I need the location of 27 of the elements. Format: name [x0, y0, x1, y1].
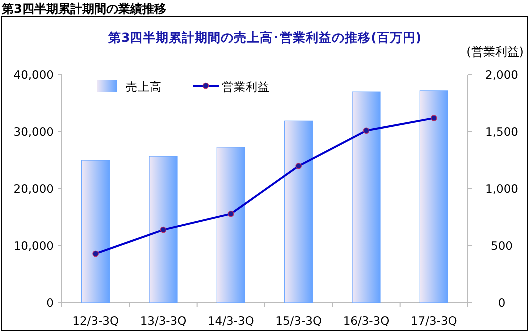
- bar: [352, 92, 381, 304]
- bar: [420, 90, 448, 304]
- x-tick-label: 16/3-3Q: [343, 314, 390, 328]
- y-tick-label: 30,000: [14, 125, 54, 139]
- y-tick-label: 10,000: [14, 239, 54, 253]
- bar: [149, 156, 178, 304]
- y2-tick-label: 0: [498, 296, 506, 310]
- bar: [82, 160, 110, 304]
- legend-label: 売上高: [126, 80, 162, 94]
- x-tick-label: 13/3-3Q: [140, 314, 187, 328]
- legend-label: 営業利益: [222, 80, 270, 94]
- y-tick-label: 40,000: [14, 68, 54, 82]
- y2-tick-label: 1,500: [486, 125, 518, 139]
- x-tick-label: 14/3-3Q: [208, 314, 254, 328]
- y2-tick-label: 500: [491, 239, 513, 253]
- y-tick-label: 20,000: [14, 182, 54, 196]
- chart-title: 第3四半期累計期間の売上高･営業利益の推移(百万円): [107, 30, 422, 45]
- y-tick-label: 0: [46, 296, 54, 310]
- y2-axis-title: (営業利益): [466, 45, 524, 59]
- bar: [216, 147, 246, 304]
- y2-tick-label: 2,000: [486, 68, 518, 82]
- text: 第3四半期累計期間の業績推移: [1, 2, 166, 16]
- bar: [284, 120, 314, 304]
- x-tick-label: 12/3-3Q: [72, 314, 120, 328]
- x-tick-label: 17/3-3Q: [410, 314, 458, 328]
- x-tick-label: 15/3-3Q: [276, 314, 322, 328]
- y2-tick-label: 1,000: [486, 182, 518, 196]
